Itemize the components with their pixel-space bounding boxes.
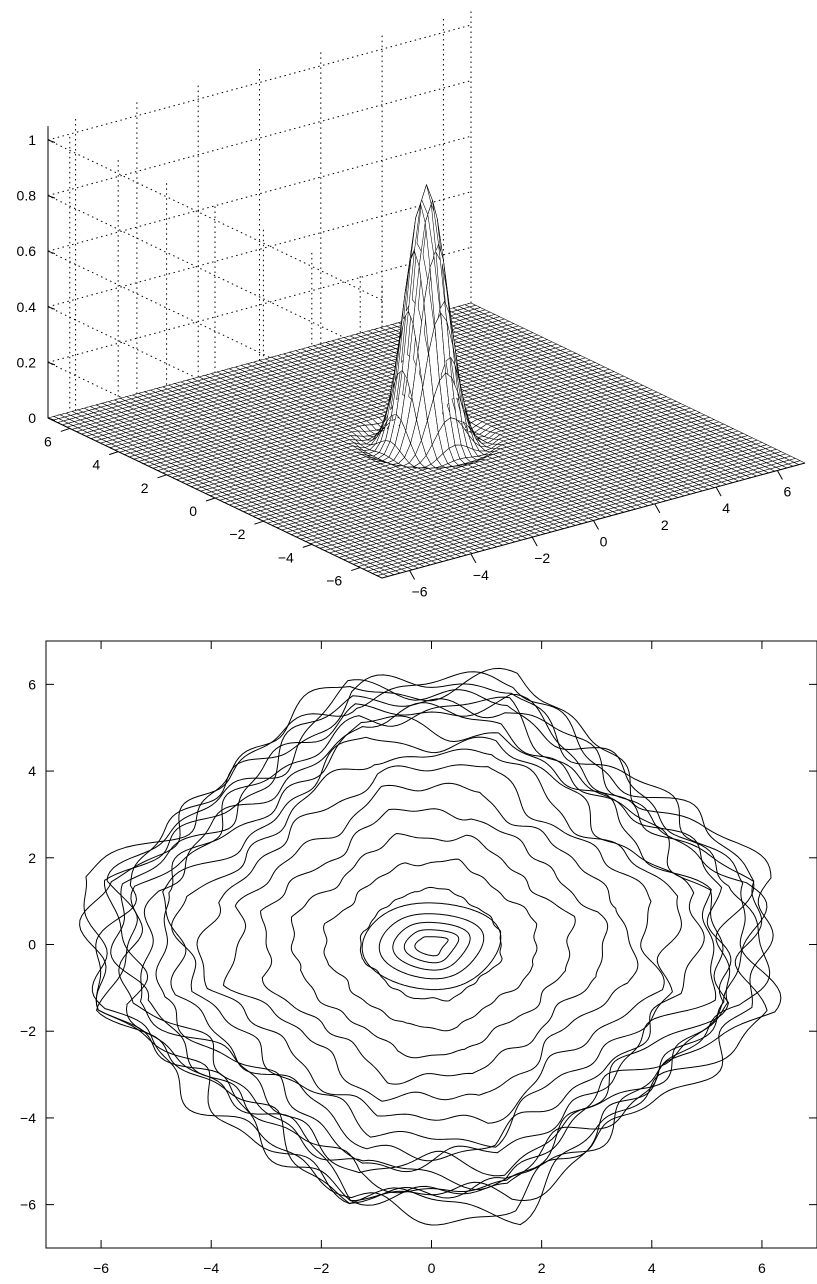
x-tick — [470, 553, 477, 564]
x-tick-label: −6 — [412, 584, 428, 600]
z-tick — [47, 417, 56, 421]
x-tick — [715, 486, 722, 497]
z-tick — [47, 250, 56, 255]
y-tick-label: −4 — [278, 549, 294, 565]
y-tick-label: −4 — [20, 1110, 36, 1126]
z-tick-label: 0.2 — [17, 354, 37, 370]
y-tick-label: −6 — [20, 1197, 36, 1213]
contour-axes-box — [45, 640, 817, 1249]
y-tick — [109, 451, 119, 456]
x-tick-label: −6 — [93, 1260, 109, 1276]
z-tick-label: 1 — [28, 132, 36, 148]
x-tick — [776, 470, 783, 480]
x-tick-label: 0 — [428, 1260, 436, 1276]
x-tick — [654, 503, 661, 514]
y-tick — [351, 567, 361, 572]
z-tick — [47, 139, 56, 143]
x-tick-label: 0 — [600, 534, 608, 550]
z-tick-label: 0.4 — [17, 299, 37, 315]
y-tick-label: 2 — [28, 850, 36, 866]
z-tick — [47, 306, 56, 310]
z-tick — [47, 195, 56, 199]
x-tick-label: 6 — [758, 1260, 766, 1276]
y-tick — [302, 543, 312, 548]
y-tick — [205, 497, 216, 502]
x-tick-label: −4 — [473, 567, 489, 583]
z-tick-label: 0 — [28, 410, 36, 426]
z-tick — [47, 361, 56, 366]
contour-lines — [79, 667, 782, 1226]
y-tick — [254, 520, 264, 525]
y-tick-label: −6 — [326, 573, 342, 589]
y-tick-label: 4 — [28, 763, 36, 779]
x-tick-label: 2 — [661, 517, 669, 533]
x-tick — [409, 570, 416, 580]
x-tick-label: −2 — [534, 550, 550, 566]
x-tick-label: 6 — [784, 484, 792, 500]
y-tick-label: 0 — [189, 503, 197, 519]
z-tick-label: 0.6 — [17, 243, 37, 259]
y-tick — [157, 474, 167, 479]
x-tick-label: 2 — [538, 1260, 546, 1276]
x-tick-label: 4 — [648, 1260, 656, 1276]
y-tick-label: 2 — [141, 480, 149, 496]
y-tick-label: −2 — [229, 526, 245, 542]
x-tick — [531, 536, 538, 547]
x-tick — [593, 520, 599, 530]
y-tick-label: 4 — [92, 457, 100, 473]
x-tick-label: −4 — [203, 1260, 219, 1276]
y-tick — [60, 427, 70, 432]
y-tick-label: −2 — [20, 1023, 36, 1039]
z-tick-label: 0.8 — [17, 188, 37, 204]
surface-mesh — [47, 184, 806, 579]
x-tick-label: 4 — [722, 500, 730, 516]
y-tick-label: 6 — [44, 433, 52, 449]
x-tick-label: −2 — [313, 1260, 329, 1276]
y-tick-label: 6 — [28, 676, 36, 692]
contour-plot: −6 −4 −2 0 2 4 6 −6 −4 −2 0 2 4 6 — [20, 640, 817, 1276]
surface-plot: 0 0.2 0.4 0.6 0.8 1 −6 −4 −2 0 2 4 6 −6 −4 −2 0 2 4 6 — [17, 11, 806, 600]
y-tick-label: 0 — [28, 937, 36, 953]
